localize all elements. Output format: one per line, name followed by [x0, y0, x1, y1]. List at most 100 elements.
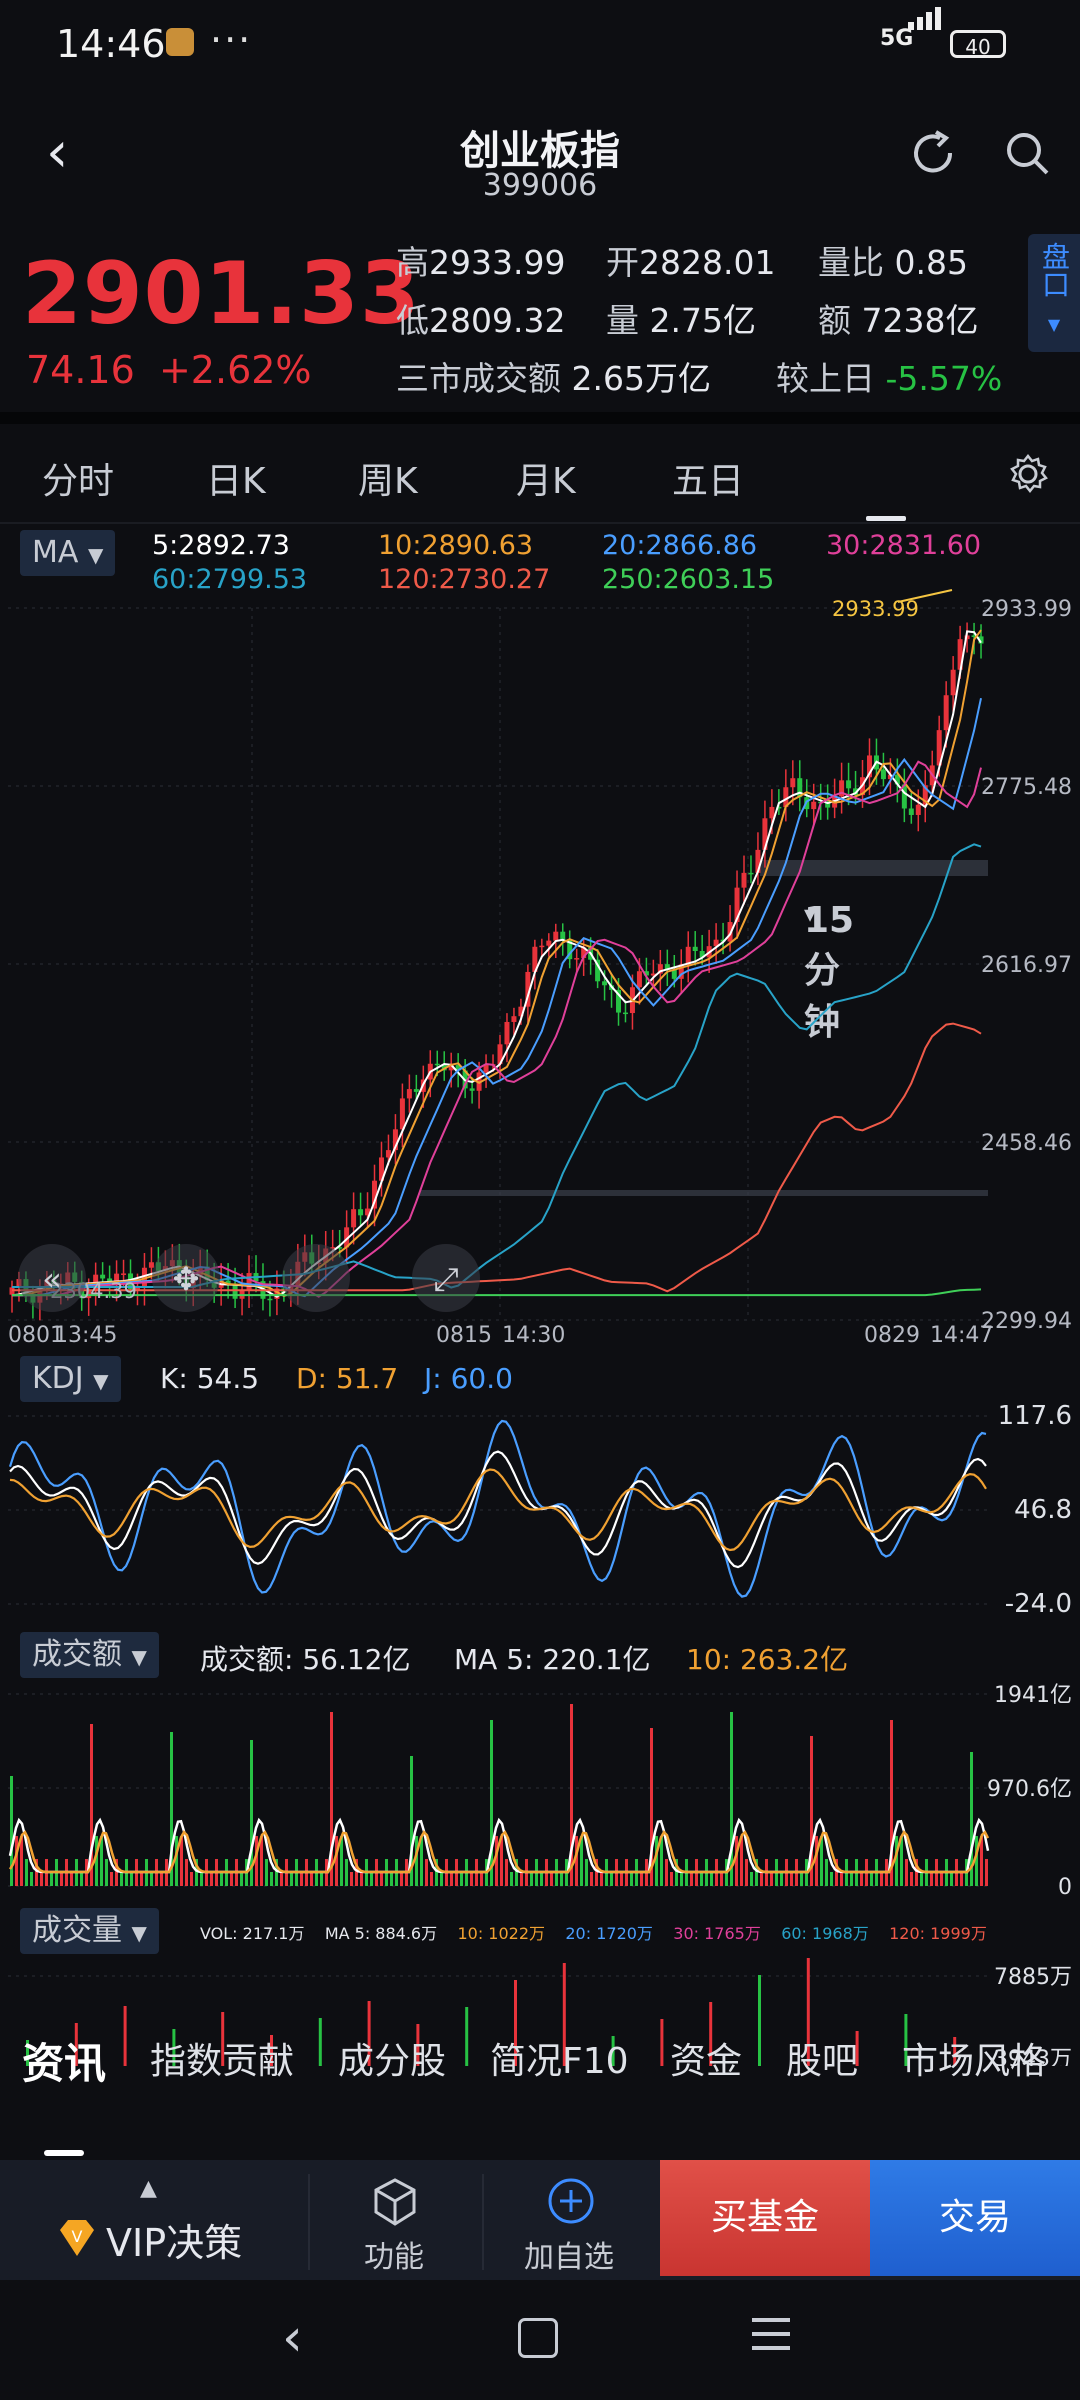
candlestick-chart[interactable]: 2933.99 2775.48 2616.97 2458.46 2299.94 2933.… [0, 588, 1080, 1348]
turnover-bar [980, 1836, 983, 1886]
settings-gear-icon[interactable] [1006, 452, 1050, 496]
y-axis-label: 2933.99 [981, 597, 1072, 622]
nav-back-icon[interactable]: ‹ [282, 2308, 303, 2368]
turnover-bar [830, 1872, 833, 1886]
buy-fund-button[interactable]: 买基金 [660, 2160, 870, 2276]
tab-daily[interactable]: 日K [206, 461, 266, 502]
turnover-bar [610, 1872, 613, 1886]
candle-body [616, 989, 622, 1013]
turnover-bar [985, 1859, 988, 1886]
tab-market-style[interactable]: 市场风格 [902, 2041, 1047, 2082]
turnover-bar [420, 1836, 423, 1886]
volume-bar [514, 1980, 517, 2066]
y-axis-label: 1941亿 [994, 1683, 1072, 1708]
candle-body [797, 778, 803, 798]
candle-body [399, 1098, 405, 1130]
refresh-icon[interactable] [906, 126, 960, 180]
candle-body [246, 1273, 252, 1291]
nav-home-icon[interactable] [518, 2318, 558, 2358]
turnover-bar [825, 1859, 828, 1886]
turnover-bar [585, 1859, 588, 1886]
pankou-toggle[interactable]: 盘口 ▼ [1028, 234, 1080, 352]
candle-body [114, 1273, 120, 1284]
turnover-bar [430, 1872, 433, 1886]
trade-button[interactable]: 交易 [870, 2160, 1080, 2276]
expand-icon: ⤢ [433, 1260, 459, 1298]
candle-body [134, 1288, 140, 1290]
turnover-bar [575, 1836, 578, 1886]
candle-body [378, 1157, 384, 1181]
turnover-bar [895, 1836, 898, 1886]
change-percent: +2.62% [158, 348, 312, 392]
function-button[interactable]: 功能 [364, 2240, 424, 2275]
turnover-bar [595, 1859, 598, 1886]
turnover-bar [835, 1859, 838, 1886]
turnover-bar [620, 1872, 623, 1886]
turnover-bar [300, 1872, 303, 1886]
candle-body [622, 1012, 628, 1015]
tab-five-day[interactable]: 五日 [672, 461, 745, 502]
turnover-bar [320, 1872, 323, 1886]
turnover-bar [30, 1872, 33, 1886]
turnover-bar [20, 1836, 23, 1886]
turnover-bar [265, 1859, 268, 1886]
turnover-bar [760, 1872, 763, 1886]
turnover-bar [10, 1776, 13, 1886]
expand-up-icon[interactable]: ▲ [140, 2176, 157, 2201]
tab-funds[interactable]: 资金 [670, 2041, 743, 2082]
turnover-bar [905, 1859, 908, 1886]
tab-f10[interactable]: 简况F10 [490, 2041, 629, 2082]
divider [482, 2174, 484, 2270]
candle-body [741, 872, 747, 888]
turnover-bar [35, 1859, 38, 1886]
turnover-indicator-selector[interactable]: 成交额 ▼ [20, 1632, 159, 1678]
volume-bar [74, 2023, 78, 2066]
amount-field: 额 7238亿 [818, 301, 979, 340]
search-icon[interactable] [1000, 126, 1054, 180]
vip-decision-button[interactable]: VIP决策 [106, 2221, 243, 2265]
turnover-bar [510, 1872, 513, 1886]
x-axis-label: 0829 [864, 1323, 920, 1348]
tab-constituents[interactable]: 成分股 [338, 2041, 447, 2082]
nav-menu-icon[interactable] [752, 2318, 790, 2350]
chart-control-button [152, 1244, 220, 1312]
turnover-bar [550, 1872, 553, 1886]
ma-line-30 [12, 760, 982, 1298]
candle-body [811, 801, 817, 810]
tab-news[interactable]: 资讯 [22, 2039, 107, 2088]
candle-body [581, 947, 587, 959]
ma-indicator-selector[interactable]: MA ▼ [20, 530, 116, 576]
turnover-bar [115, 1859, 118, 1886]
tab-monthly[interactable]: 月K [516, 461, 576, 502]
candle-body [713, 939, 719, 947]
turnover-bar [500, 1836, 503, 1886]
turnover-bar [100, 1836, 103, 1886]
kdj-indicator-selector[interactable]: KDJ ▼ [20, 1356, 121, 1402]
candle-body [685, 946, 691, 965]
turnover-bar [950, 1872, 953, 1886]
turnover-bar [290, 1872, 293, 1886]
y-axis-label: 3943万 [994, 2047, 1072, 2066]
turnover-bar [680, 1872, 683, 1886]
turnover-bar [160, 1872, 163, 1886]
candle-body [413, 1089, 419, 1092]
candle-body [894, 774, 900, 785]
turnover-chart[interactable]: 1941亿 970.6亿 0 [0, 1680, 1080, 1902]
candle-body [441, 1063, 447, 1071]
candle-body [267, 1298, 273, 1301]
back-icon[interactable]: ‹ [46, 120, 69, 185]
candle-body [915, 804, 921, 815]
tab-index-contribution[interactable]: 指数贡献 [150, 2041, 295, 2082]
add-watchlist-button[interactable]: 加自选 [524, 2240, 614, 2275]
volume-chart[interactable]: 7885万 3943万 [0, 1950, 1080, 2066]
tab-forum[interactable]: 股吧 [786, 2041, 859, 2082]
tab-weekly[interactable]: 周K [358, 461, 418, 502]
candle-body [887, 774, 893, 780]
volume-bar [953, 2037, 957, 2066]
svg-text:V: V [72, 2227, 83, 2246]
kdj-chart[interactable]: 117.6 46.8 -24.0 [0, 1404, 1080, 1624]
turnover-bar [515, 1859, 518, 1886]
volume-bar [318, 2018, 322, 2066]
volume-indicator-selector[interactable]: 成交量 ▼ [20, 1908, 159, 1954]
tab-fenshi[interactable]: 分时 [42, 461, 115, 502]
